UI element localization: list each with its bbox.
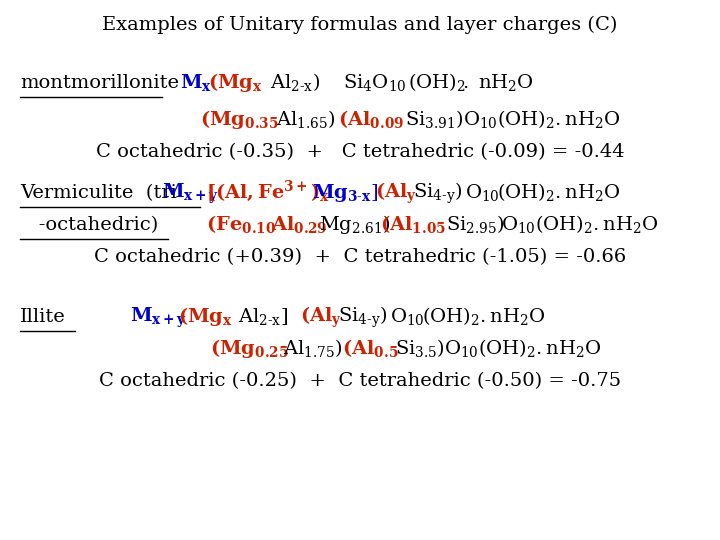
Text: $\mathrm{O_{10}(OH)_2.nH_2O}$: $\mathrm{O_{10}(OH)_2.nH_2O}$: [444, 337, 601, 359]
Text: $\mathbf{Mg_{3\text{-}x}}$]: $\mathbf{Mg_{3\text{-}x}}$]: [312, 182, 378, 204]
Text: $\mathrm{Si_{4\text{-}y}}$): $\mathrm{Si_{4\text{-}y}}$): [338, 305, 387, 330]
Text: $\mathbf{(Al_y}$: $\mathbf{(Al_y}$: [375, 181, 417, 206]
Text: $\mathrm{Si_{4\text{-}y}}$): $\mathrm{Si_{4\text{-}y}}$): [413, 181, 462, 206]
Text: montmorillonite: montmorillonite: [20, 74, 179, 92]
Text: $\mathrm{O_{10}}$: $\mathrm{O_{10}}$: [390, 306, 425, 327]
Text: $\mathbf{Al_{0.29}}$: $\mathbf{Al_{0.29}}$: [271, 214, 328, 235]
Text: $\mathrm{O_{10}(OH)_2.nH_2O}$: $\mathrm{O_{10}(OH)_2.nH_2O}$: [463, 108, 621, 130]
Text: C octahedric (+0.39)  +  C tetrahedric (-1.05) = -0.66: C octahedric (+0.39) + C tetrahedric (-1…: [94, 248, 626, 266]
Text: Vermiculite  (tri: Vermiculite (tri: [20, 184, 177, 202]
Text: C octahedric (-0.35)  +   C tetrahedric (-0.09) = -0.44: C octahedric (-0.35) + C tetrahedric (-0…: [96, 143, 624, 161]
Text: $\mathbf{(Al_{0.09}}$: $\mathbf{(Al_{0.09}}$: [338, 108, 405, 130]
Text: $\mathbf{M}_\mathbf{x}$: $\mathbf{M}_\mathbf{x}$: [180, 72, 212, 93]
Text: $\mathrm{O_{10}}$: $\mathrm{O_{10}}$: [465, 182, 500, 203]
Text: $\mathbf{(Mg_x}$: $\mathbf{(Mg_x}$: [208, 71, 263, 94]
Text: $\mathbf{(Mg_{0.25}}$: $\mathbf{(Mg_{0.25}}$: [210, 337, 289, 360]
Text: Illite: Illite: [20, 308, 66, 326]
Text: $\mathbf{(Al_{0.5}}$: $\mathbf{(Al_{0.5}}$: [342, 337, 399, 359]
Text: $\mathbf{(Al_y}$: $\mathbf{(Al_y}$: [300, 305, 342, 330]
Text: $\mathbf{M_{x+y}}$: $\mathbf{M_{x+y}}$: [130, 306, 186, 330]
Text: $.\ \mathrm{nH_2O}$: $.\ \mathrm{nH_2O}$: [462, 72, 534, 93]
Text: $\mathbf{[(Al,Fe^{3+})_x}$: $\mathbf{[(Al,Fe^{3+})_x}$: [206, 179, 330, 204]
Text: $\mathbf{(Mg_{0.35}}$: $\mathbf{(Mg_{0.35}}$: [200, 108, 279, 131]
Text: $\mathbf{(Al_{1.05}}$: $\mathbf{(Al_{1.05}}$: [380, 213, 446, 235]
Text: $\mathrm{Al_{1.65}}$): $\mathrm{Al_{1.65}}$): [276, 108, 336, 130]
Text: $\mathrm{Si_{2.95}}$): $\mathrm{Si_{2.95}}$): [446, 213, 505, 235]
Text: $\mathrm{Al_{1.75}}$): $\mathrm{Al_{1.75}}$): [283, 337, 343, 359]
Text: $\mathrm{Al_{2\text{-}x}}$): $\mathrm{Al_{2\text{-}x}}$): [270, 71, 320, 93]
Text: $\mathbf{(Mg_x}$: $\mathbf{(Mg_x}$: [178, 305, 233, 328]
Text: $\mathrm{(OH)_2.nH_2O}$: $\mathrm{(OH)_2.nH_2O}$: [497, 181, 621, 203]
Text: $\mathrm{Si_4O_{10}}$: $\mathrm{Si_4O_{10}}$: [343, 72, 407, 93]
Text: $\mathrm{Mg_{2.61}}$): $\mathrm{Mg_{2.61}}$): [319, 213, 390, 236]
Text: C octahedric (-0.25)  +  C tetrahedric (-0.50) = -0.75: C octahedric (-0.25) + C tetrahedric (-0…: [99, 372, 621, 390]
Text: $\mathrm{Si_{3.5}}$): $\mathrm{Si_{3.5}}$): [395, 337, 445, 359]
Text: Examples of Unitary formulas and layer charges (C): Examples of Unitary formulas and layer c…: [102, 16, 618, 34]
Text: $\mathbf{M_{x+y}}$: $\mathbf{M_{x+y}}$: [162, 182, 219, 206]
Text: $\mathrm{O_{10}(OH)_2.nH_2O}$: $\mathrm{O_{10}(OH)_2.nH_2O}$: [501, 213, 658, 235]
Text: -octahedric): -octahedric): [20, 216, 158, 234]
Text: $\mathrm{(OH)_2.nH_2O}$: $\mathrm{(OH)_2.nH_2O}$: [422, 305, 545, 327]
Text: $\mathrm{Si_{3.91}}$): $\mathrm{Si_{3.91}}$): [405, 108, 464, 130]
Text: $\mathrm{Al_{2\text{-}x}}$]: $\mathrm{Al_{2\text{-}x}}$]: [238, 306, 288, 327]
Text: $\mathbf{(Fe_{0.10}}$: $\mathbf{(Fe_{0.10}}$: [206, 213, 276, 235]
Text: $\mathrm{(OH)_2}$: $\mathrm{(OH)_2}$: [408, 71, 466, 93]
